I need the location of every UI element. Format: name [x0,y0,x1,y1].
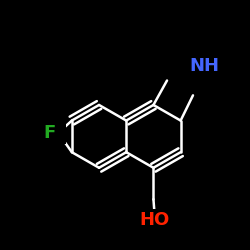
Text: F: F [44,124,56,142]
FancyBboxPatch shape [184,54,224,77]
Text: HO: HO [140,211,170,229]
FancyBboxPatch shape [132,209,177,231]
FancyBboxPatch shape [34,122,66,144]
Text: NH: NH [189,57,219,75]
